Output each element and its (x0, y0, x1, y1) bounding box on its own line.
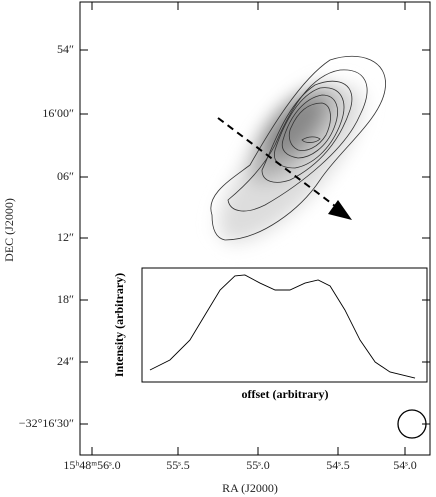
x-tick-label: 54ˢ.0 (393, 458, 417, 472)
x-tick-label: 54ˢ.5 (326, 458, 350, 472)
cut-arrow (217, 117, 352, 220)
y-tick-label: 54″ (57, 42, 74, 56)
inset-y-label: Intensity (arbitrary) (112, 273, 126, 377)
y-axis-label: DEC (J2000) (2, 198, 16, 262)
y-tick-label: 06″ (57, 169, 74, 183)
y-tick-label: 12″ (57, 230, 74, 244)
y-tick-label: −32°16′30″ (19, 416, 74, 430)
inset-frame (141, 267, 428, 383)
y-tick-label: 16′00″ (42, 106, 74, 120)
x-tick-label: 15ʰ48ᵐ56ˢ.0 (63, 458, 120, 472)
x-tick-label: 55ˢ.5 (166, 458, 190, 472)
y-tick-label: 18″ (57, 292, 74, 306)
y-tick-label: 24″ (57, 354, 74, 368)
x-tick-label: 55ˢ.0 (246, 458, 270, 472)
x-axis-label: RA (J2000) (222, 481, 278, 495)
profile-line (149, 274, 416, 379)
inset-x-label: offset (arbitrary) (242, 387, 329, 401)
